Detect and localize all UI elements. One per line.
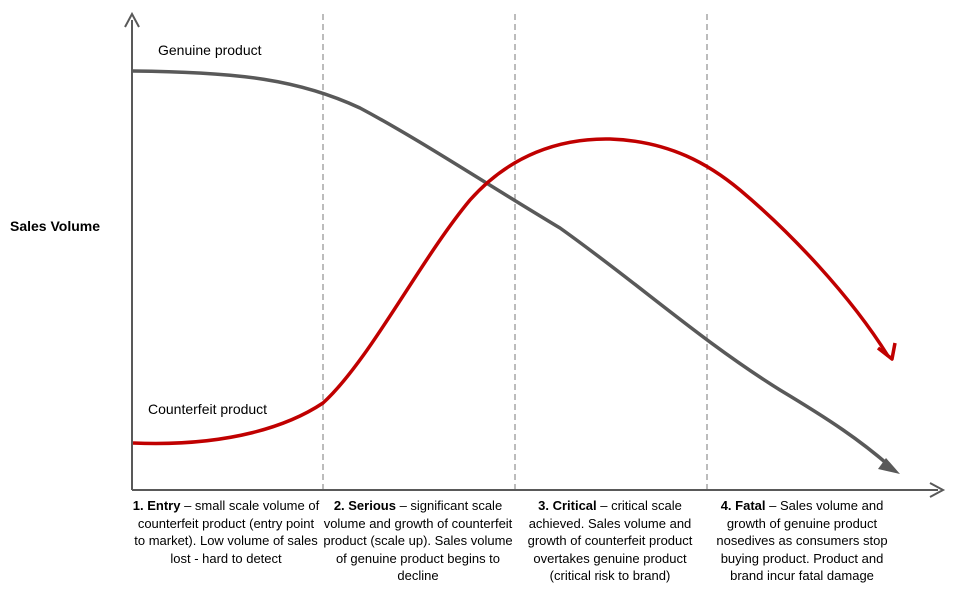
phase-serious-title: 2. Serious bbox=[333, 498, 396, 513]
counterfeit-arrowhead bbox=[876, 342, 897, 361]
y-axis-arrow bbox=[124, 11, 140, 28]
y-axis-label: Sales Volume bbox=[10, 218, 101, 234]
genuine-label: Genuine product bbox=[158, 42, 262, 58]
counterfeit-label: Counterfeit product bbox=[148, 401, 268, 417]
counterfeit-curve bbox=[132, 137, 890, 446]
phase-serious: 2. Serious – significant scale volume an… bbox=[323, 497, 513, 585]
genuine-curve bbox=[132, 69, 894, 470]
phase-fatal-title: 4. Fatal bbox=[720, 498, 766, 513]
x-axis-arrow bbox=[929, 482, 946, 498]
phase-fatal: 4. Fatal – Sales volume and growth of ge… bbox=[707, 497, 897, 585]
phase-critical: 3. Critical – critical scale achieved. S… bbox=[515, 497, 705, 585]
phase-serious-text: – significant scale volume and growth of… bbox=[323, 498, 513, 583]
phase-entry-text: – small scale volume of counterfeit prod… bbox=[134, 498, 320, 566]
genuine-arrowhead bbox=[878, 458, 900, 474]
phase-entry: 1. Entry – small scale volume of counter… bbox=[131, 497, 321, 567]
phase-fatal-text: – Sales volume and growth of genuine pro… bbox=[716, 498, 888, 583]
phase-critical-text: – critical scale achieved. Sales volume … bbox=[527, 498, 693, 583]
phase-entry-title: 1. Entry bbox=[132, 498, 181, 513]
phase-critical-title: 3. Critical bbox=[538, 498, 597, 513]
